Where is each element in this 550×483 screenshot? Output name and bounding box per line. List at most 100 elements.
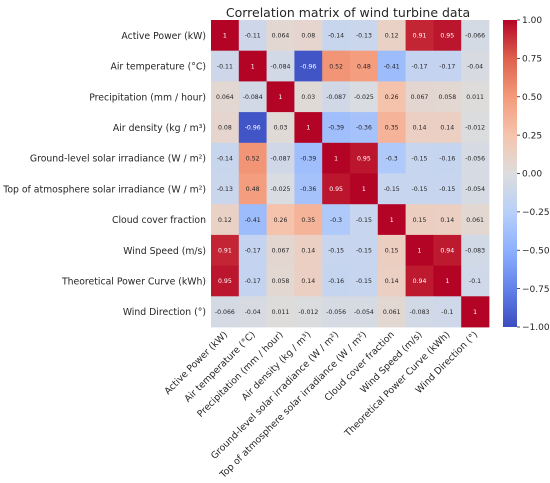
cell-value-label: 0.058	[438, 94, 456, 101]
heatmap-cell	[405, 234, 434, 266]
heatmap-cell	[294, 296, 323, 328]
heatmap-cell	[238, 265, 267, 297]
heatmap-cell	[350, 50, 379, 82]
cell-value-label: -0.96	[245, 125, 261, 132]
heatmap-cell	[266, 265, 295, 297]
colorbar-tick-label: 0.50	[522, 93, 542, 103]
cell-value-label: 0.91	[218, 247, 232, 254]
heatmap-cell	[405, 81, 434, 113]
cell-value-label: 0.52	[246, 155, 260, 162]
heatmap-cell	[322, 20, 351, 52]
cell-value-label: -0.41	[384, 63, 400, 70]
heatmap-cell	[461, 234, 490, 266]
cell-value-label: 0.061	[466, 217, 484, 224]
cell-value-label: -0.17	[245, 278, 261, 285]
cell-value-label: -0.15	[439, 186, 455, 193]
cell-value-label: -0.084	[271, 63, 291, 70]
heatmap-cell	[461, 112, 490, 144]
heatmap-cell	[461, 20, 490, 52]
cell-value-label: 1	[279, 94, 283, 101]
cell-value-label: 0.95	[357, 155, 371, 162]
cell-value-label: -0.054	[465, 186, 485, 193]
cell-value-label: 0.03	[301, 94, 315, 101]
cell-value-label: -0.083	[410, 309, 430, 316]
colorbar-tick-label: 1.00	[522, 16, 542, 26]
heatmap-cell	[211, 234, 240, 266]
heatmap-cell	[266, 204, 295, 236]
y-axis-label: Air density (kg / m³)	[113, 123, 206, 134]
cell-value-label: 0.08	[218, 125, 232, 132]
cell-value-label: -0.16	[328, 278, 344, 285]
heatmap-cell	[350, 142, 379, 174]
heatmap-cell	[211, 296, 240, 328]
heatmap-cell	[238, 81, 267, 113]
heatmap-cell	[377, 173, 406, 205]
heatmap-cell	[238, 234, 267, 266]
cell-value-label: 0.91	[413, 33, 427, 40]
heatmap-cell	[266, 142, 295, 174]
cell-value-label: -0.13	[217, 186, 233, 193]
cell-value-label: -0.14	[217, 155, 233, 162]
heatmap-cell	[211, 142, 240, 174]
cell-value-label: 0.067	[272, 247, 290, 254]
cell-value-label: 0.15	[385, 247, 399, 254]
cell-value-label: 0.14	[413, 125, 427, 132]
y-axis-label: Precipitation (mm / hour)	[89, 92, 206, 103]
heatmap-cell	[294, 112, 323, 144]
heatmap-cell	[238, 204, 267, 236]
heatmap-cell	[238, 112, 267, 144]
heatmap-cell	[433, 173, 462, 205]
y-axis-label: Wind Speed (m/s)	[123, 246, 206, 257]
heatmap-cell	[322, 234, 351, 266]
heatmap-cell	[377, 204, 406, 236]
cell-value-label: -0.11	[217, 63, 233, 70]
cell-value-label: -0.13	[356, 33, 372, 40]
heatmap-cell	[294, 204, 323, 236]
heatmap-cell	[350, 204, 379, 236]
heatmap-cell	[266, 296, 295, 328]
heatmap-cell	[405, 142, 434, 174]
heatmap-cell	[322, 81, 351, 113]
heatmap-cell	[461, 204, 490, 236]
y-axis-label: Wind Direction (°)	[123, 307, 206, 318]
heatmap-cell	[461, 142, 490, 174]
cell-value-label: 0.064	[216, 94, 234, 101]
heatmap-cell	[377, 112, 406, 144]
cell-value-label: -0.3	[330, 217, 342, 224]
cell-value-label: 0.061	[383, 309, 401, 316]
colorbar-tick-label: −0.75	[522, 285, 550, 295]
heatmap-cell	[433, 20, 462, 52]
heatmap-cell	[266, 20, 295, 52]
heatmap-cell	[433, 234, 462, 266]
heatmap-cell	[294, 265, 323, 297]
cell-value-label: -0.17	[411, 63, 427, 70]
cell-value-label: 1	[362, 186, 366, 193]
cell-value-label: 1	[306, 125, 310, 132]
heatmap-cell	[433, 50, 462, 82]
heatmap-cell	[294, 20, 323, 52]
heatmap-cell	[211, 265, 240, 297]
cell-value-label: 0.52	[329, 63, 343, 70]
cell-value-label: 0.14	[440, 217, 454, 224]
cell-value-label: -0.084	[243, 94, 263, 101]
cell-value-label: -0.15	[411, 186, 427, 193]
heatmap-cell	[350, 20, 379, 52]
heatmap-cell	[350, 173, 379, 205]
cell-value-label: -0.054	[354, 309, 374, 316]
cell-value-label: 0.14	[301, 278, 315, 285]
heatmap-cell	[266, 50, 295, 82]
heatmap-cell	[322, 204, 351, 236]
heatmap-cell	[238, 20, 267, 52]
heatmap-cell	[322, 50, 351, 82]
cell-value-label: -0.087	[271, 155, 291, 162]
cell-value-label: 1	[390, 217, 394, 224]
heatmap-cell	[405, 20, 434, 52]
heatmap-cell	[322, 112, 351, 144]
cell-value-label: 0.011	[272, 309, 290, 316]
cell-value-label: -0.36	[300, 186, 316, 193]
cell-value-label: -0.15	[356, 217, 372, 224]
heatmap-cell	[350, 296, 379, 328]
heatmap-cell	[377, 20, 406, 52]
heatmap-cell	[405, 173, 434, 205]
